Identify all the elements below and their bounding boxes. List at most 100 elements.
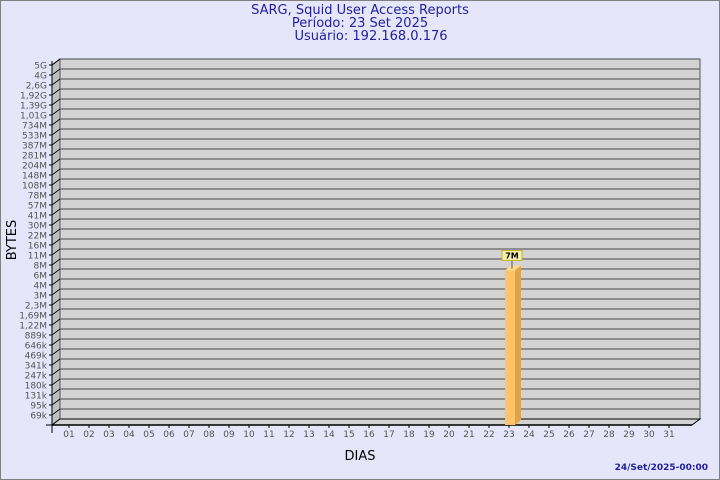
- x-tick-label: 06: [163, 430, 175, 440]
- gridline-depth: [51, 288, 61, 296]
- y-tick-label: 734M: [22, 122, 47, 132]
- x-tick-label: 30: [643, 430, 655, 440]
- gridline-depth: [51, 188, 61, 196]
- x-tick-label: 08: [203, 430, 215, 440]
- x-tick-label: 17: [383, 430, 394, 440]
- y-tick-label: 5G: [34, 62, 47, 72]
- x-tick-label: 21: [463, 430, 474, 440]
- y-tick-label: 889k: [25, 332, 48, 342]
- x-tick-label: 18: [403, 430, 415, 440]
- x-tick-label: 22: [483, 430, 494, 440]
- x-tick-label: 14: [323, 430, 335, 440]
- y-tick-label: 78M: [28, 192, 47, 202]
- y-tick-label: 1,69M: [19, 312, 47, 322]
- chart-subtitle-period: Período: 23 Set 2025: [291, 16, 429, 31]
- y-tick-label: 57M: [28, 202, 47, 212]
- gridline-depth: [51, 128, 61, 136]
- gridline-depth: [51, 78, 61, 86]
- x-tick-label: 27: [583, 430, 594, 440]
- gridline-depth: [51, 298, 61, 306]
- bar: [505, 270, 515, 425]
- x-tick-label: 15: [343, 430, 354, 440]
- footer-date: 24/Set/2025-00:00: [615, 463, 708, 473]
- x-tick-label: 07: [183, 430, 194, 440]
- x-tick-label: 09: [223, 430, 235, 440]
- gridline-depth: [51, 268, 61, 276]
- plot-floor: [50, 418, 702, 426]
- gridline-depth: [51, 198, 61, 206]
- gridline-depth: [51, 328, 61, 336]
- y-tick-label: 1,39G: [20, 102, 47, 112]
- gridline-depth: [51, 338, 61, 346]
- x-tick-label: 26: [563, 430, 575, 440]
- y-tick-label: 1,01G: [20, 112, 47, 122]
- y-tick-label: 469k: [25, 352, 48, 362]
- gridline-depth: [51, 388, 61, 396]
- x-axis-label: DIAS: [345, 449, 376, 464]
- y-tick-label: 2,6G: [26, 82, 47, 92]
- y-tick-label: 387M: [22, 142, 47, 152]
- y-tick-label: 3M: [34, 292, 48, 302]
- y-tick-label: 16M: [28, 242, 47, 252]
- y-axis-label: BYTES: [5, 220, 20, 261]
- x-tick-label: 25: [543, 430, 554, 440]
- y-tick-label: 69k: [30, 412, 47, 422]
- x-tick-label: 05: [143, 430, 154, 440]
- y-tick-label: 180k: [25, 382, 48, 392]
- y-tick-label: 204M: [22, 162, 47, 172]
- gridline-depth: [51, 208, 61, 216]
- x-tick-label: 01: [63, 430, 74, 440]
- gridline-depth: [51, 368, 61, 376]
- gridline-depth: [51, 238, 61, 246]
- gridline-depth: [51, 258, 61, 266]
- gridline-depth: [51, 138, 61, 146]
- y-tick-label: 646k: [25, 342, 48, 352]
- gridline-depth: [51, 118, 61, 126]
- y-tick-label: 1,92G: [20, 92, 47, 102]
- gridline-depth: [51, 98, 61, 106]
- y-tick-label: 131k: [25, 392, 48, 402]
- chart-subtitle-user: Usuário: 192.168.0.176: [294, 29, 448, 44]
- gridline-depth: [51, 88, 61, 96]
- x-tick-label: 02: [83, 430, 94, 440]
- y-tick-label: 4M: [34, 282, 48, 292]
- gridline-depth: [51, 278, 61, 286]
- gridline-depth: [51, 308, 61, 316]
- bar-top: [505, 265, 521, 271]
- x-tick-label: 28: [603, 430, 615, 440]
- x-tick-label: 24: [523, 430, 535, 440]
- x-tick-label: 12: [283, 430, 294, 440]
- gridline-depth: [51, 248, 61, 256]
- gridline-depth: [51, 68, 61, 76]
- gridline-depth: [51, 218, 61, 226]
- y-tick-label: 247k: [25, 372, 48, 382]
- gridline-depth: [51, 168, 61, 176]
- y-tick-label: 108M: [22, 182, 47, 192]
- y-tick-label: 281M: [22, 152, 47, 162]
- y-tick-label: 8M: [34, 262, 48, 272]
- x-tick-label: 11: [263, 430, 274, 440]
- y-tick-label: 6M: [34, 272, 48, 282]
- y-tick-label: 41M: [28, 212, 47, 222]
- x-tick-label: 19: [423, 430, 435, 440]
- x-tick-label: 31: [663, 430, 674, 440]
- x-tick-label: 23: [503, 430, 514, 440]
- x-tick-label: 04: [123, 430, 135, 440]
- gridline-depth: [51, 408, 61, 416]
- gridline-depth: [51, 228, 61, 236]
- x-tick-label: 13: [303, 430, 314, 440]
- y-tick-label: 4G: [34, 72, 47, 82]
- x-tick-label: 29: [623, 430, 635, 440]
- y-tick-label: 533M: [22, 132, 47, 142]
- gridline-depth: [51, 178, 61, 186]
- gridline-depth: [51, 108, 61, 116]
- x-tick-label: 03: [103, 430, 114, 440]
- bar-label-box: [501, 250, 523, 262]
- x-tick-label: 16: [363, 430, 375, 440]
- gridline-depth: [51, 358, 61, 366]
- y-tick-label: 30M: [28, 222, 47, 232]
- chart-title: SARG, Squid User Access Reports: [251, 3, 469, 18]
- gridline-depth: [51, 348, 61, 356]
- y-tick-label: 2,3M: [25, 302, 47, 312]
